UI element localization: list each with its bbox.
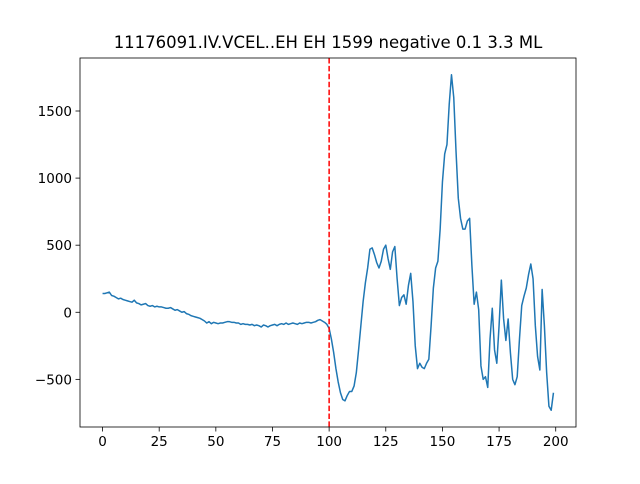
data-line <box>102 74 555 411</box>
chart-title: 11176091.IV.VCEL..EH EH 1599 negative 0.… <box>114 33 543 52</box>
y-tick-label: 1000 <box>38 171 72 187</box>
x-tick-label: 200 <box>543 434 569 450</box>
x-tick-label: 150 <box>430 434 456 450</box>
y-tick-label: 1500 <box>38 104 72 120</box>
y-tick-label: 500 <box>46 238 72 254</box>
x-tick-label: 0 <box>98 434 107 450</box>
y-tick-label: 0 <box>63 305 72 321</box>
x-tick-label: 100 <box>316 434 342 450</box>
y-tick-label: −500 <box>35 372 72 388</box>
axes-frame <box>79 57 577 428</box>
x-tick-label: 75 <box>264 434 281 450</box>
x-tick-label: 125 <box>373 434 399 450</box>
x-tick-label: 175 <box>486 434 512 450</box>
x-tick-label: 50 <box>207 434 224 450</box>
x-tick-label: 25 <box>151 434 168 450</box>
